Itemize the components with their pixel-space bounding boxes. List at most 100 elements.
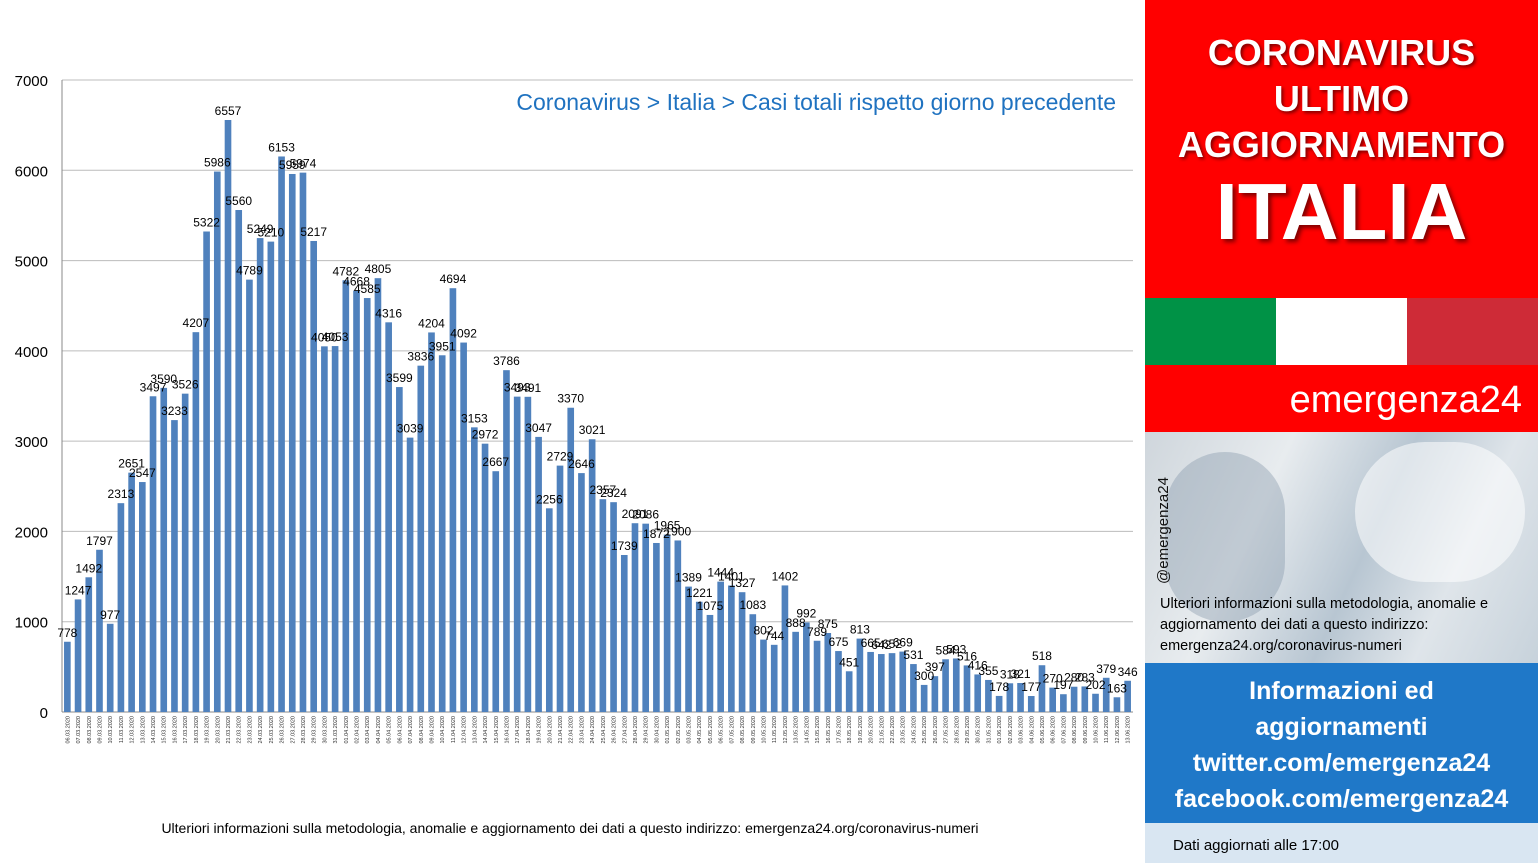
data-label: 652: [882, 637, 902, 651]
x-tick-label: 21.04.2020: [558, 716, 564, 744]
bar: [203, 231, 210, 712]
data-label: 1900: [664, 524, 691, 538]
bar: [653, 542, 660, 712]
bar: [192, 332, 200, 712]
bar: [288, 173, 296, 712]
x-tick-label: 23.05.2020: [901, 716, 907, 744]
data-label: 6153: [268, 140, 295, 154]
social-line-info: Informazioni ed: [1249, 677, 1434, 705]
bar: [224, 119, 232, 712]
bar: [567, 407, 575, 712]
bar: [545, 508, 553, 712]
y-tick-label: 1000: [15, 615, 48, 632]
x-tick-label: 29.05.2020: [965, 716, 971, 744]
header-box: CORONAVIRUS ULTIMO AGGIORNAMENTO ITALIA: [1145, 0, 1538, 298]
italian-flag: [1145, 298, 1538, 365]
bar: [599, 499, 607, 712]
grid-lines: [61, 79, 1133, 713]
twitter-link[interactable]: twitter.com/emergenza24: [1192, 749, 1491, 777]
x-tick-label: 05.05.2020: [708, 716, 714, 744]
x-tick-label: 06.03.2020: [65, 716, 71, 744]
side-panel: CORONAVIRUS ULTIMO AGGIORNAMENTO ITALIA …: [1145, 0, 1538, 863]
bar: [578, 473, 585, 712]
x-tick-label: 21.05.2020: [879, 716, 885, 744]
bar: [342, 280, 350, 712]
data-label: 3951: [429, 339, 456, 353]
data-label: 3039: [397, 422, 424, 436]
x-tick-label: 26.04.2020: [612, 716, 618, 744]
data-label: 283: [1075, 670, 1095, 684]
bar: [931, 676, 939, 712]
x-tick-label: 16.03.2020: [172, 716, 178, 744]
bar: [460, 342, 467, 712]
update-time: Dati aggiornati alle 17:00: [1173, 837, 1339, 854]
bar: [888, 653, 896, 712]
x-tick-label: 11.03.2020: [119, 716, 125, 743]
facebook-link[interactable]: facebook.com/emergenza24: [1174, 785, 1509, 813]
data-label: 2972: [472, 428, 499, 442]
x-tick-label: 01.04.2020: [344, 716, 350, 744]
x-axis-ticks: 06.03.2020 07.03.2020 08.03.2020 09.03.2020…: [65, 716, 1131, 744]
bar: [1060, 694, 1067, 712]
x-tick-label: 28.05.2020: [954, 716, 960, 744]
x-tick-label: 14.03.2020: [151, 716, 157, 744]
social-line-updates: aggiornamenti: [1255, 713, 1428, 741]
data-label: 5217: [300, 225, 327, 239]
bar: [396, 387, 403, 712]
x-tick-label: 19.03.2020: [205, 716, 211, 744]
data-label: 3599: [386, 371, 413, 385]
bars: [64, 119, 1131, 713]
bar: [985, 679, 992, 712]
x-tick-label: 12.06.2020: [1115, 716, 1121, 744]
bar: [139, 482, 146, 712]
x-tick-label: 10.06.2020: [1094, 716, 1100, 744]
x-tick-label: 12.05.2020: [783, 716, 789, 744]
y-axis-ticks: 0 1000 2000 3000 4000 5000 6000 7000: [15, 73, 48, 722]
bar: [856, 638, 864, 712]
bar: [331, 346, 339, 712]
data-label: 744: [764, 629, 784, 643]
x-tick-label: 25.04.2020: [601, 716, 607, 744]
bar: [620, 554, 628, 712]
bar: [663, 534, 671, 712]
bar: [792, 631, 799, 712]
data-label: 584: [936, 643, 956, 657]
bar: [106, 623, 114, 712]
bar: [695, 601, 703, 712]
x-tick-label: 11.04.2020: [451, 716, 457, 743]
header-line-coronavirus: CORONAVIRUS: [1207, 32, 1476, 73]
data-label: 3526: [172, 378, 199, 392]
bar: [1006, 683, 1014, 712]
data-label: 177: [1021, 680, 1041, 694]
bar: [685, 586, 692, 712]
data-label: 270: [1043, 672, 1063, 686]
data-label: 2547: [129, 466, 156, 480]
x-tick-label: 22.03.2020: [237, 716, 243, 744]
background-photo: @emergenza24 Ulteriori informazioni sull…: [1145, 432, 1538, 663]
bar: [835, 651, 842, 712]
data-label: 4789: [236, 264, 263, 278]
bar: [374, 278, 382, 712]
x-tick-label: 15.05.2020: [815, 716, 821, 744]
data-label: 4204: [418, 316, 445, 330]
x-tick-label: 16.05.2020: [826, 716, 832, 744]
bar: [995, 695, 1003, 712]
bar: [556, 465, 564, 712]
data-label: 3497: [140, 380, 167, 394]
data-label: 3590: [150, 372, 177, 386]
bar: [128, 472, 135, 712]
y-tick-label: 5000: [15, 254, 48, 271]
bar: [845, 671, 853, 712]
data-label: 4782: [332, 264, 359, 278]
header-line-aggiornamento: AGGIORNAMENTO: [1177, 124, 1506, 165]
x-tick-label: 09.06.2020: [1083, 716, 1089, 744]
data-label: 2651: [118, 457, 145, 471]
x-tick-label: 20.03.2020: [215, 716, 221, 744]
bar: [160, 387, 168, 712]
bar: [738, 592, 746, 712]
flag-white-stripe: [1276, 298, 1407, 365]
x-tick-label: 03.06.2020: [1019, 716, 1025, 744]
data-label: 2256: [536, 492, 563, 506]
x-tick-label: 13.06.2020: [1126, 716, 1132, 744]
